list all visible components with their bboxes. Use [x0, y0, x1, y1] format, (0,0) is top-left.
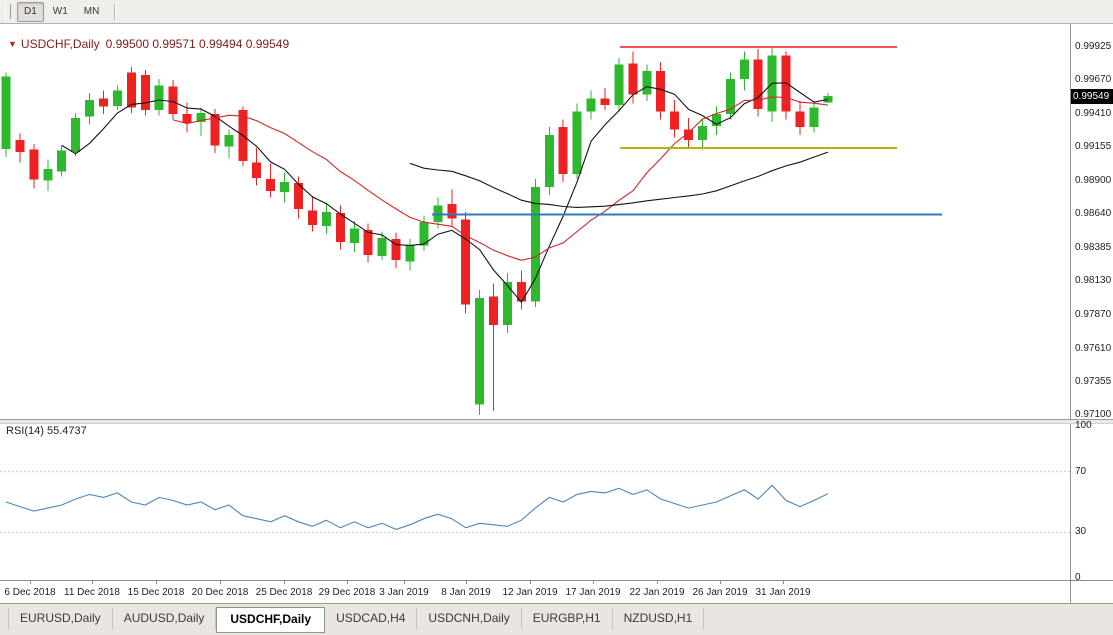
date-axis-label: 29 Dec 2018	[318, 587, 376, 598]
date-axis-label: 31 Jan 2019	[755, 587, 811, 598]
date-axis-tick	[657, 581, 658, 584]
date-axis-tick	[720, 581, 721, 584]
price-axis-label: 0.98385	[1075, 242, 1112, 253]
current-price-badge: 0.99549	[1071, 89, 1113, 104]
date-axis-tick	[466, 581, 467, 584]
date-axis-tick	[530, 581, 531, 584]
chart-header: ▼ USDCHF,Daily 0.99500 0.99571 0.99494 0.9…	[8, 37, 295, 51]
price-axis-label: 0.98130	[1075, 275, 1112, 286]
date-axis-label: 3 Jan 2019	[379, 587, 429, 598]
tab-eurgbp-h1[interactable]: EURGBP,H1	[522, 608, 613, 629]
date-axis-label: 6 Dec 2018	[4, 587, 56, 598]
timeframe-mn-button[interactable]: MN	[77, 2, 107, 22]
date-axis-label: 11 Dec 2018	[64, 587, 120, 598]
price-axis-label: 0.97355	[1075, 376, 1112, 387]
indicator-label: RSI(14) 55.4737	[6, 425, 87, 437]
price-axis-label: 0.98640	[1075, 208, 1112, 219]
tab-nzdusd-h1[interactable]: NZDUSD,H1	[613, 608, 705, 629]
date-axis-tick	[404, 581, 405, 584]
pane-splitter[interactable]	[0, 419, 1113, 424]
date-axis-label: 20 Dec 2018	[191, 587, 249, 598]
price-axis-label: 0.99410	[1075, 108, 1112, 119]
symbol-marker-icon: ▼	[8, 39, 17, 49]
price-axis-label: 0.97610	[1075, 343, 1112, 354]
price-axis-label: 0.99670	[1075, 74, 1112, 85]
price-axis-label: 0.97870	[1075, 309, 1112, 320]
price-axis-label: 0.97100	[1075, 409, 1112, 420]
price-axis[interactable]: 0.99925 0.99670 0.99410 0.99155 0.98900 0.986…	[1075, 25, 1113, 420]
timeframe-toolbar: D1 W1 MN	[0, 0, 1113, 24]
toolbar-separator	[114, 3, 116, 20]
toolbar-drag-handle[interactable]	[5, 4, 11, 19]
timeframe-d1-button[interactable]: D1	[17, 1, 44, 22]
price-chart-pane[interactable]	[0, 25, 1070, 419]
tab-eurusd-daily[interactable]: EURUSD,Daily	[8, 608, 113, 629]
rsi-axis-label: 70	[1075, 466, 1087, 477]
rsi-axis-label: 0	[1075, 572, 1081, 583]
date-axis-tick	[92, 581, 93, 584]
date-axis-tick	[156, 581, 157, 584]
tab-usdchf-daily[interactable]: USDCHF,Daily	[216, 607, 326, 633]
date-axis-label: 8 Jan 2019	[441, 587, 491, 598]
price-axis-label: 0.99155	[1075, 141, 1112, 152]
chart-window: ▼ USDCHF,Daily 0.99500 0.99571 0.99494 0.9…	[0, 24, 1113, 603]
date-axis-tick	[593, 581, 594, 584]
timeframe-w1-button[interactable]: W1	[46, 2, 75, 22]
date-axis-tick	[347, 581, 348, 584]
rsi-axis[interactable]: 100 70 30 0	[1075, 420, 1113, 583]
tab-usdcnh-daily[interactable]: USDCNH,Daily	[417, 608, 522, 629]
tab-audusd-daily[interactable]: AUDUSD,Daily	[113, 608, 217, 629]
chart-symbol-label: USDCHF,Daily	[20, 37, 100, 51]
date-axis-tick	[30, 581, 31, 584]
date-axis[interactable]: 6 Dec 2018 11 Dec 2018 15 Dec 2018 20 Dec 2…	[0, 580, 1113, 603]
tab-usdcad-h4[interactable]: USDCAD,H4	[325, 608, 418, 629]
price-scale-column[interactable]	[1070, 24, 1113, 603]
date-axis-label: 17 Jan 2019	[565, 587, 621, 598]
date-axis-tick	[783, 581, 784, 584]
date-axis-label: 12 Jan 2019	[502, 587, 558, 598]
date-axis-label: 25 Dec 2018	[255, 587, 313, 598]
date-axis-label: 22 Jan 2019	[629, 587, 685, 598]
rsi-axis-label: 100	[1075, 420, 1092, 431]
date-axis-label: 15 Dec 2018	[127, 587, 185, 598]
rsi-indicator-pane[interactable]	[0, 422, 1070, 580]
date-axis-label: 26 Jan 2019	[692, 587, 748, 598]
price-axis-label: 0.98900	[1075, 175, 1112, 186]
date-axis-tick	[220, 581, 221, 584]
price-axis-label: 0.99925	[1075, 41, 1112, 52]
chart-ohlc-values: 0.99500 0.99571 0.99494 0.99549	[105, 37, 290, 51]
chart-tabs-bar: EURUSD,Daily AUDUSD,Daily USDCHF,Daily U…	[0, 603, 1113, 635]
date-axis-tick	[284, 581, 285, 584]
rsi-axis-label: 30	[1075, 526, 1087, 537]
